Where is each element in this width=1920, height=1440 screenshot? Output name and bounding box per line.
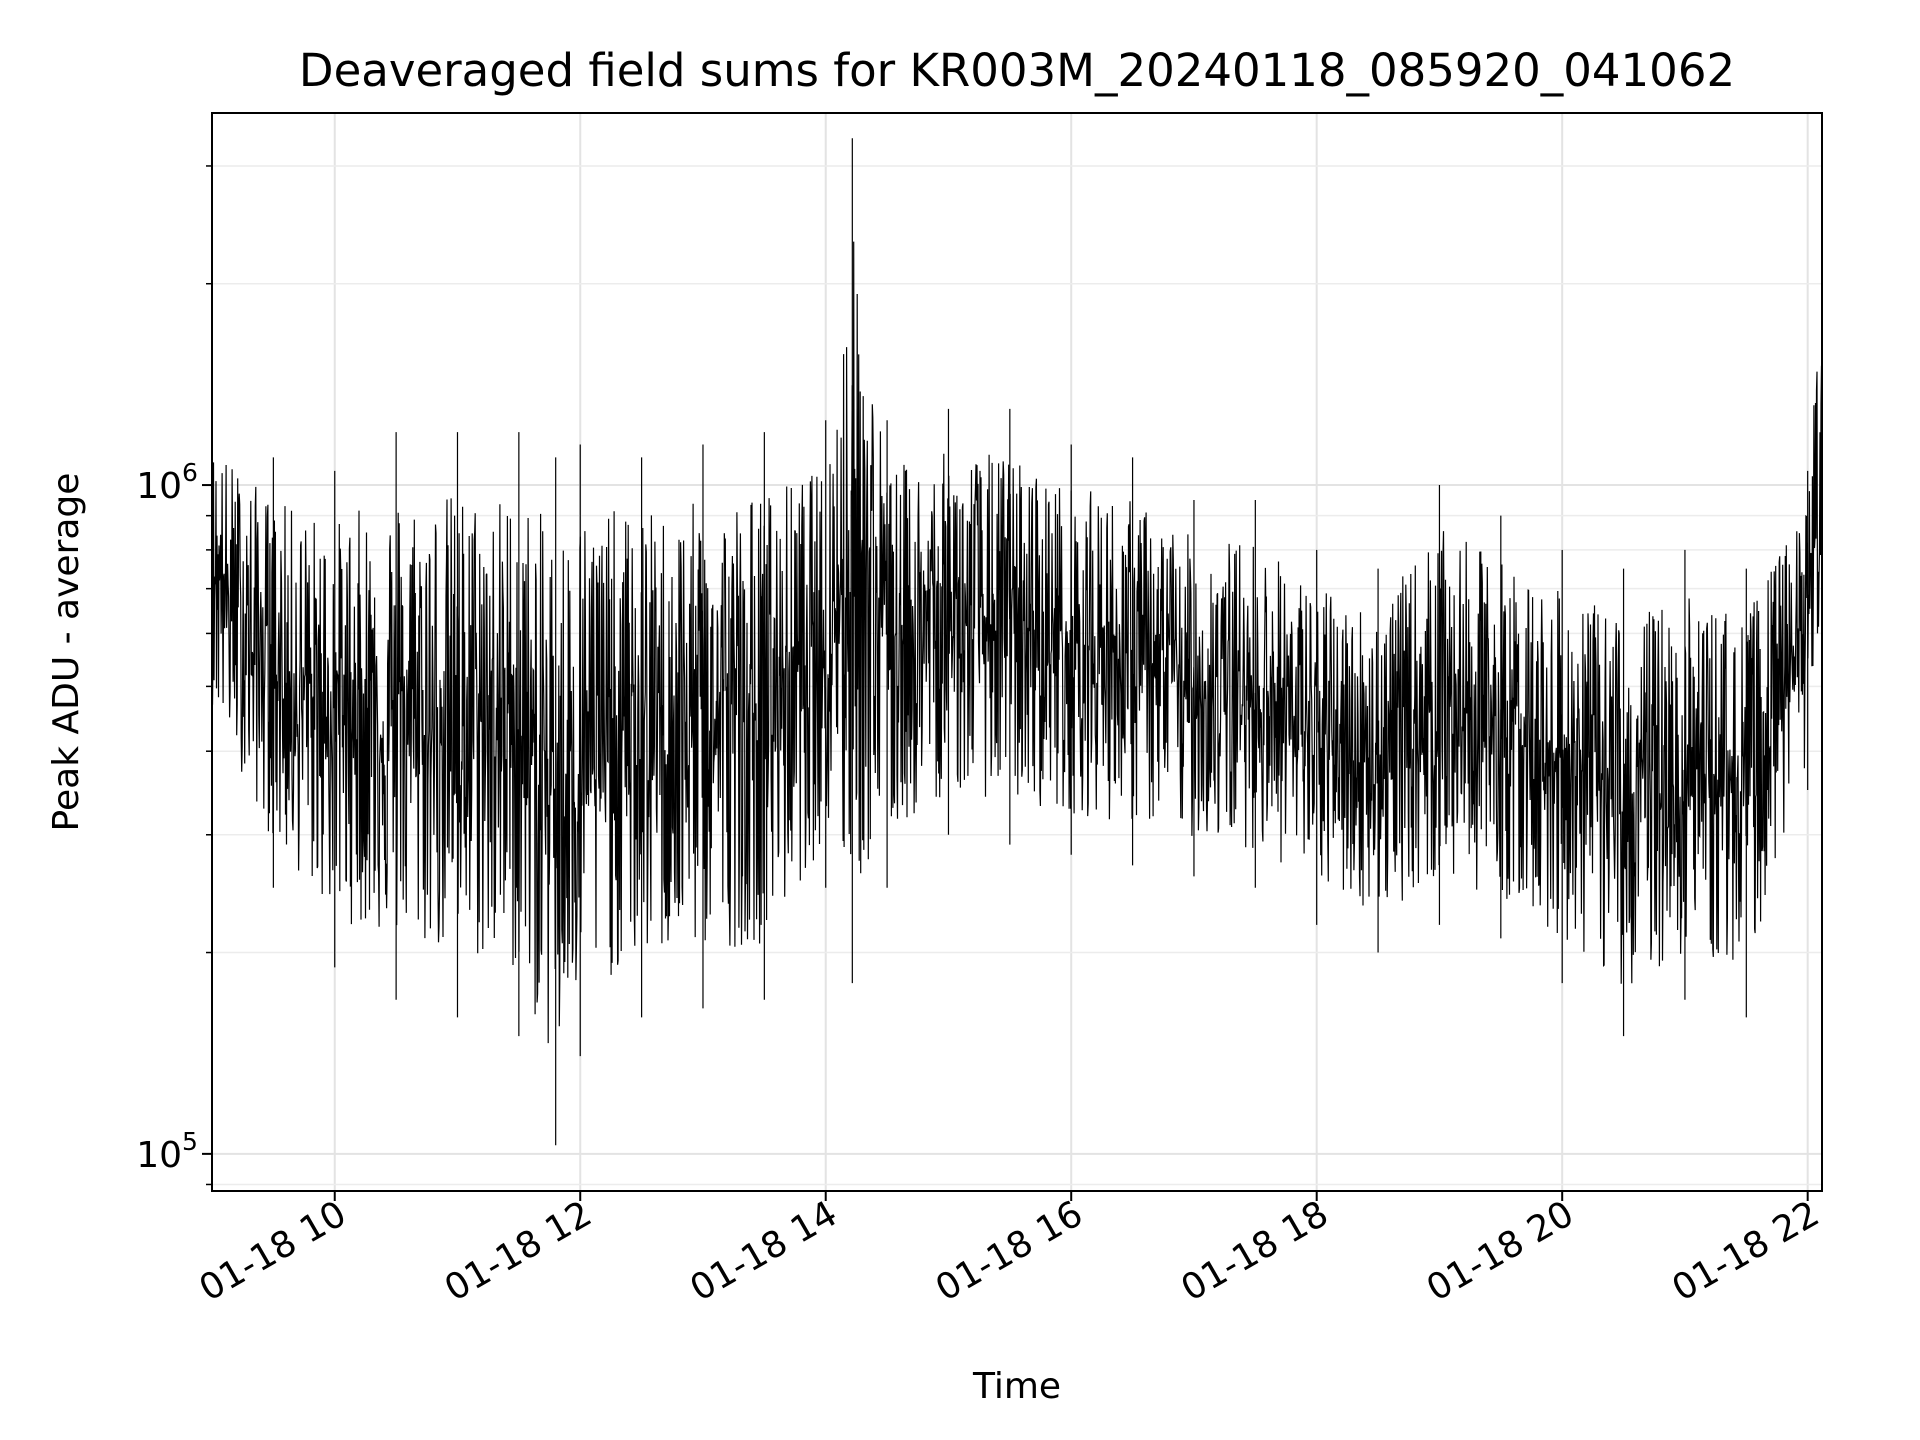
x-tick-label: 01-18 16 (929, 1193, 1090, 1309)
x-tick-label: 01-18 10 (193, 1193, 354, 1309)
plot-frame (211, 112, 1823, 1192)
y-tick-exponent: 6 (182, 458, 198, 487)
y-tick-exponent: 5 (182, 1127, 198, 1156)
y-axis-label: Peak ADU - average (46, 473, 87, 832)
x-tick-label: 01-18 12 (438, 1193, 599, 1309)
series-line (211, 241, 1823, 1044)
x-tick-label: 01-18 22 (1666, 1193, 1827, 1309)
y-tick-label: 10 (136, 1135, 182, 1176)
chart-title: Deaveraged field sums for KR003M_2024011… (299, 44, 1735, 97)
x-tick-label: 01-18 20 (1420, 1193, 1581, 1309)
x-axis-label: Time (972, 1366, 1061, 1407)
y-tick-label: 10 (136, 466, 182, 507)
x-tick-label: 01-18 18 (1175, 1193, 1336, 1309)
x-tick-label: 01-18 14 (684, 1193, 845, 1309)
series-trace (211, 138, 1823, 1146)
